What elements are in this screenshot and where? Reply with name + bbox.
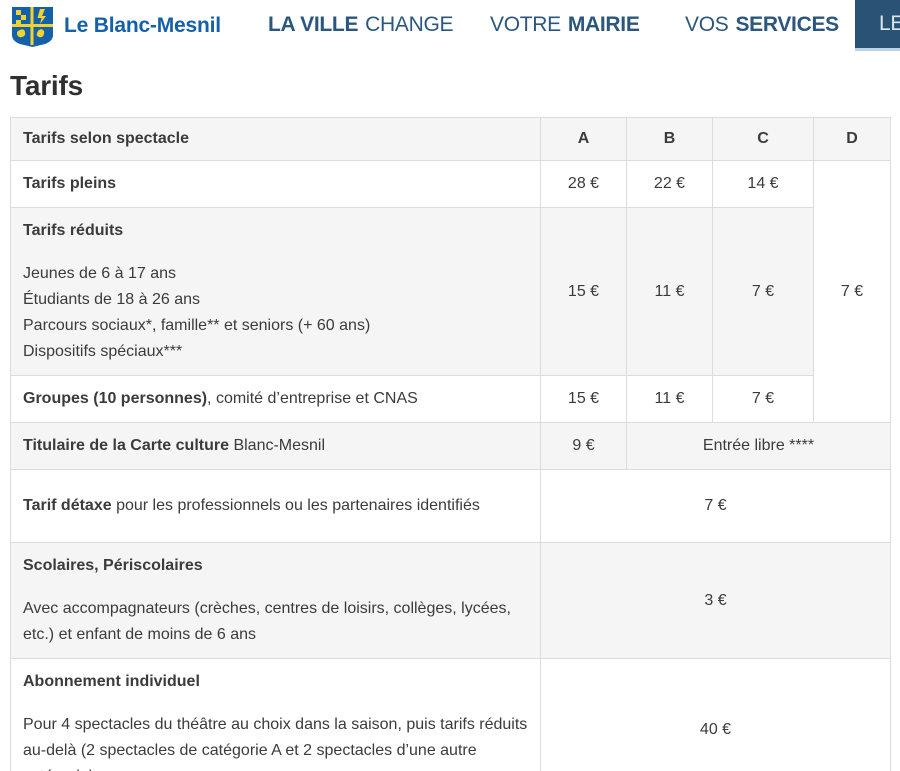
price-pleins-a: 28 € [540,160,627,208]
row-description: Avec accompagnateurs (crèches, centres d… [23,600,511,643]
row-label-rest: pour les professionnels ou les partenair… [111,497,480,514]
nav-item-partial[interactable]: LE [855,0,900,51]
nav-label-light: CHANGE [365,13,454,36]
reduits-line: Jeunes de 6 à 17 ans [23,265,177,282]
table-row-tarifs-pleins: Tarifs pleins 28 € 22 € 14 € 7 € [10,160,891,423]
price-reduits-b: 11 € [626,207,713,376]
price-groupes-c: 7 € [712,375,814,423]
nav-label-strong: SERVICES [735,13,839,36]
row-description: Pour 4 spectacles du théâtre au choix da… [23,716,528,771]
price-reduits-c: 7 € [712,207,814,376]
row-label-bold: Groupes (10 personnes) [23,390,208,407]
row-label: Abonnement individuel [23,673,200,690]
nav-label-light: VOTRE [490,13,561,36]
col-header-a: A [540,117,627,161]
row-label: Tarifs réduits [23,222,124,239]
price-carte-a: 9 € [540,422,627,470]
table-row-tarifs-reduits: Tarifs réduits Jeunes de 6 à 17 ans Étud… [10,207,891,376]
price-d-merged: 7 € [813,160,891,423]
price-pleins-c: 14 € [712,160,814,208]
row-label-bold: Titulaire de la Carte culture [23,437,229,454]
table-header-row: Tarifs selon spectacle A B C D [10,117,891,161]
price-groupes-b: 11 € [626,375,713,423]
page-title: Tarifs [10,70,83,101]
table-row-detaxe: Tarif détaxe pour les professionnels ou … [10,469,891,543]
nav-label-strong: MAIRIE [567,13,640,36]
table-title-cell: Tarifs selon spectacle [10,117,541,161]
col-header-b: B [626,117,713,161]
reduits-line: Parcours sociaux*, famille** et seniors … [23,317,371,334]
site-logo[interactable]: Le Blanc-Mesnil [10,5,221,47]
reduits-line: Dispositifs spéciaux*** [23,343,183,360]
carte-merged-value: Entrée libre **** [626,422,891,470]
price-reduits-a: 15 € [540,207,627,376]
table-row-scolaires: Scolaires, Périscolaires Avec accompagna… [10,542,891,659]
logo-text: Le Blanc-Mesnil [64,14,221,37]
abonnement-merged-value: 40 € [540,658,891,771]
row-label-bold: Tarif détaxe [23,497,112,514]
col-header-d: D [813,117,891,161]
nav-label-light: VOS [685,13,729,36]
table-row-groupes: Groupes (10 personnes), comité d’entrepr… [10,375,891,423]
coat-of-arms-icon [10,5,55,47]
table-row-abonnement: Abonnement individuel Pour 4 spectacles … [10,658,891,771]
table-row-carte-culture: Titulaire de la Carte culture Blanc-Mesn… [10,422,891,470]
row-label-rest: Blanc-Mesnil [229,437,326,454]
row-label: Tarifs pleins [23,175,117,192]
nav-item-la-ville-change[interactable]: LA VILLE CHANGE [268,13,454,37]
reduits-line: Étudiants de 18 à 26 ans [23,291,201,308]
tarifs-table: Tarifs selon spectacle A B C D Tarifs pl… [10,117,891,771]
nav-label-strong: LA VILLE [268,13,359,36]
nav-label-partial: LE [879,12,900,35]
price-groupes-a: 15 € [540,375,627,423]
scolaires-merged-value: 3 € [540,542,891,659]
site-header: Le Blanc-Mesnil LA VILLE CHANGE VOTRE MAIR… [0,0,900,52]
nav-item-votre-mairie[interactable]: VOTRE MAIRIE [490,13,640,37]
price-pleins-b: 22 € [626,160,713,208]
nav-item-vos-services[interactable]: VOS SERVICES [685,13,839,37]
detaxe-merged-value: 7 € [540,469,891,543]
row-label-rest: , comité d’entreprise et CNAS [207,390,418,407]
row-label: Scolaires, Périscolaires [23,557,203,574]
col-header-c: C [712,117,814,161]
